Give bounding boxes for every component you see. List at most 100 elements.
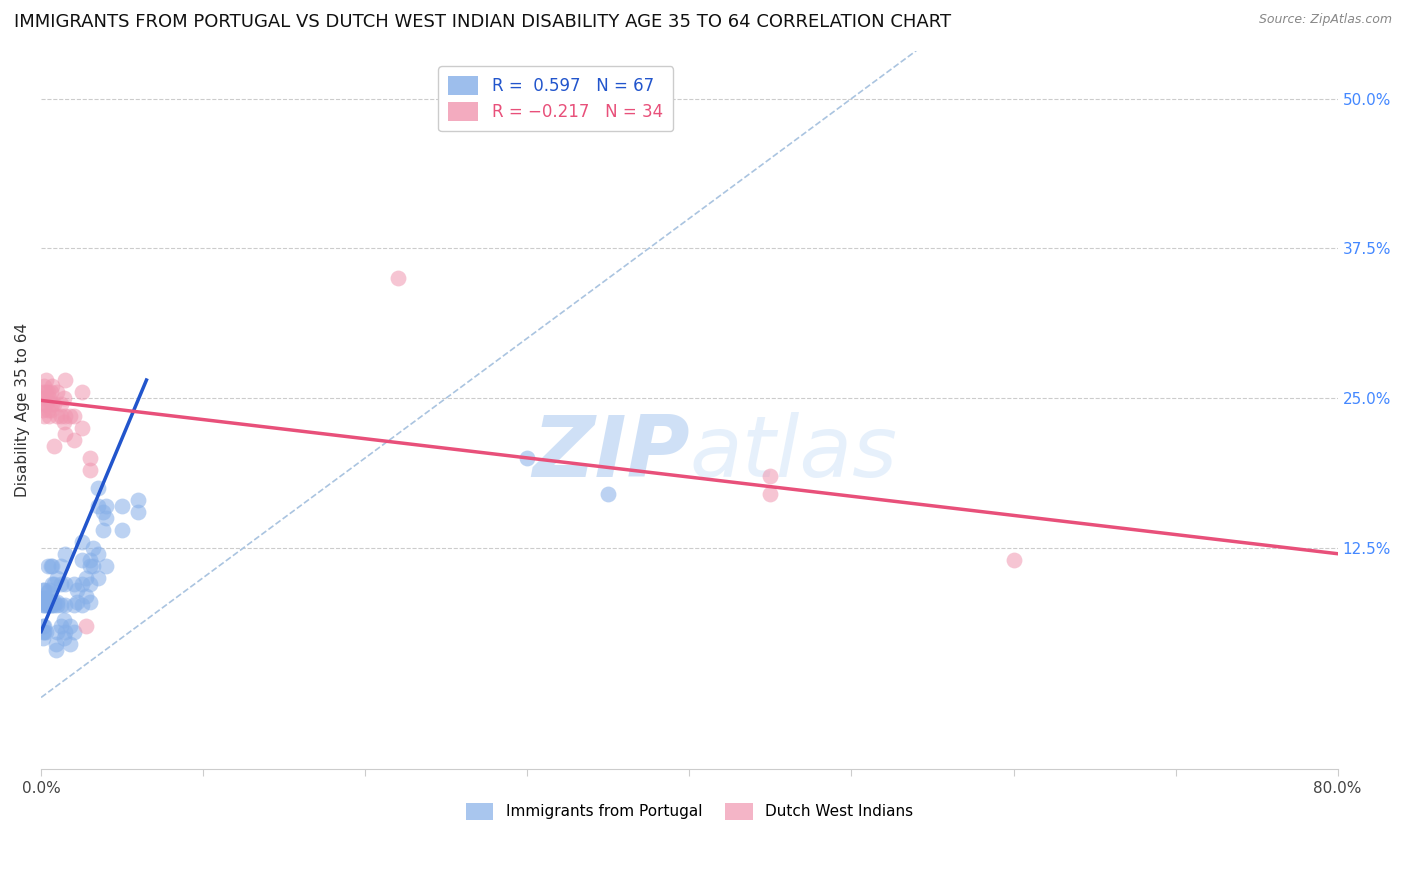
Point [34,624,56,639]
Point [70,576,93,591]
Point [37,403,59,417]
Point [31,598,53,612]
Point [46,594,69,608]
Point [79,450,101,465]
Point [76,618,98,632]
Point [35,373,58,387]
Point [34,618,56,632]
Point [31,594,53,608]
Point [31,582,53,597]
Point [387,271,409,285]
Legend: Immigrants from Portugal, Dutch West Indians: Immigrants from Portugal, Dutch West Ind… [460,797,920,826]
Point [127,492,149,507]
Point [39,598,62,612]
Point [111,523,134,537]
Text: IMMIGRANTS FROM PORTUGAL VS DUTCH WEST INDIAN DISABILITY AGE 35 TO 64 CORRELATIO: IMMIGRANTS FROM PORTUGAL VS DUTCH WEST I… [14,13,952,31]
Point [79,576,101,591]
Point [39,384,62,399]
Point [38,391,60,405]
Point [127,505,149,519]
Point [41,576,63,591]
Point [31,631,53,645]
Point [49,409,72,423]
Point [38,582,60,597]
Point [76,571,98,585]
Point [35,591,58,605]
Point [79,594,101,608]
Point [46,384,69,399]
Point [52,631,75,645]
Point [49,598,72,612]
Point [35,594,58,608]
Point [59,409,82,423]
Point [37,585,59,599]
Point [34,409,56,423]
Point [87,547,110,561]
Point [41,558,63,573]
Point [37,594,59,608]
Point [37,598,59,612]
Point [62,624,84,639]
Point [62,598,84,612]
Point [34,594,56,608]
Point [38,594,60,608]
Point [66,594,89,608]
Point [35,397,58,411]
Point [91,523,114,537]
Point [39,403,62,417]
Point [66,582,89,597]
Point [52,391,75,405]
Point [46,409,69,423]
Point [87,499,110,513]
Point [79,463,101,477]
Point [41,598,63,612]
Point [49,576,72,591]
Point [38,409,60,423]
Point [55,547,77,561]
Point [46,571,69,585]
Point [42,397,65,411]
Point [70,598,93,612]
Point [70,534,93,549]
Point [49,558,72,573]
Point [37,558,59,573]
Point [62,409,84,423]
Point [42,576,65,591]
Point [55,576,77,591]
Point [55,598,77,612]
Point [34,379,56,393]
Point [94,499,117,513]
Point [31,591,53,605]
Point [598,487,620,501]
Point [42,439,65,453]
Point [31,384,53,399]
Text: ZIP: ZIP [531,411,689,494]
Y-axis label: Disability Age 35 to 64: Disability Age 35 to 64 [15,323,30,497]
Point [34,582,56,597]
Point [94,558,117,573]
Point [62,576,84,591]
Point [94,510,117,524]
Point [76,589,98,603]
Point [37,384,59,399]
Point [52,415,75,429]
Point [39,594,62,608]
Point [55,624,77,639]
Point [35,598,58,612]
Point [45,642,67,657]
Point [35,624,58,639]
Point [34,397,56,411]
Text: Source: ZipAtlas.com: Source: ZipAtlas.com [1258,13,1392,27]
Point [31,403,53,417]
Point [46,598,69,612]
Point [516,450,538,465]
Point [70,384,93,399]
Point [1002,552,1025,566]
Point [34,591,56,605]
Point [46,624,69,639]
Point [55,426,77,441]
Point [70,421,93,435]
Point [55,409,77,423]
Point [82,558,104,573]
Point [111,499,134,513]
